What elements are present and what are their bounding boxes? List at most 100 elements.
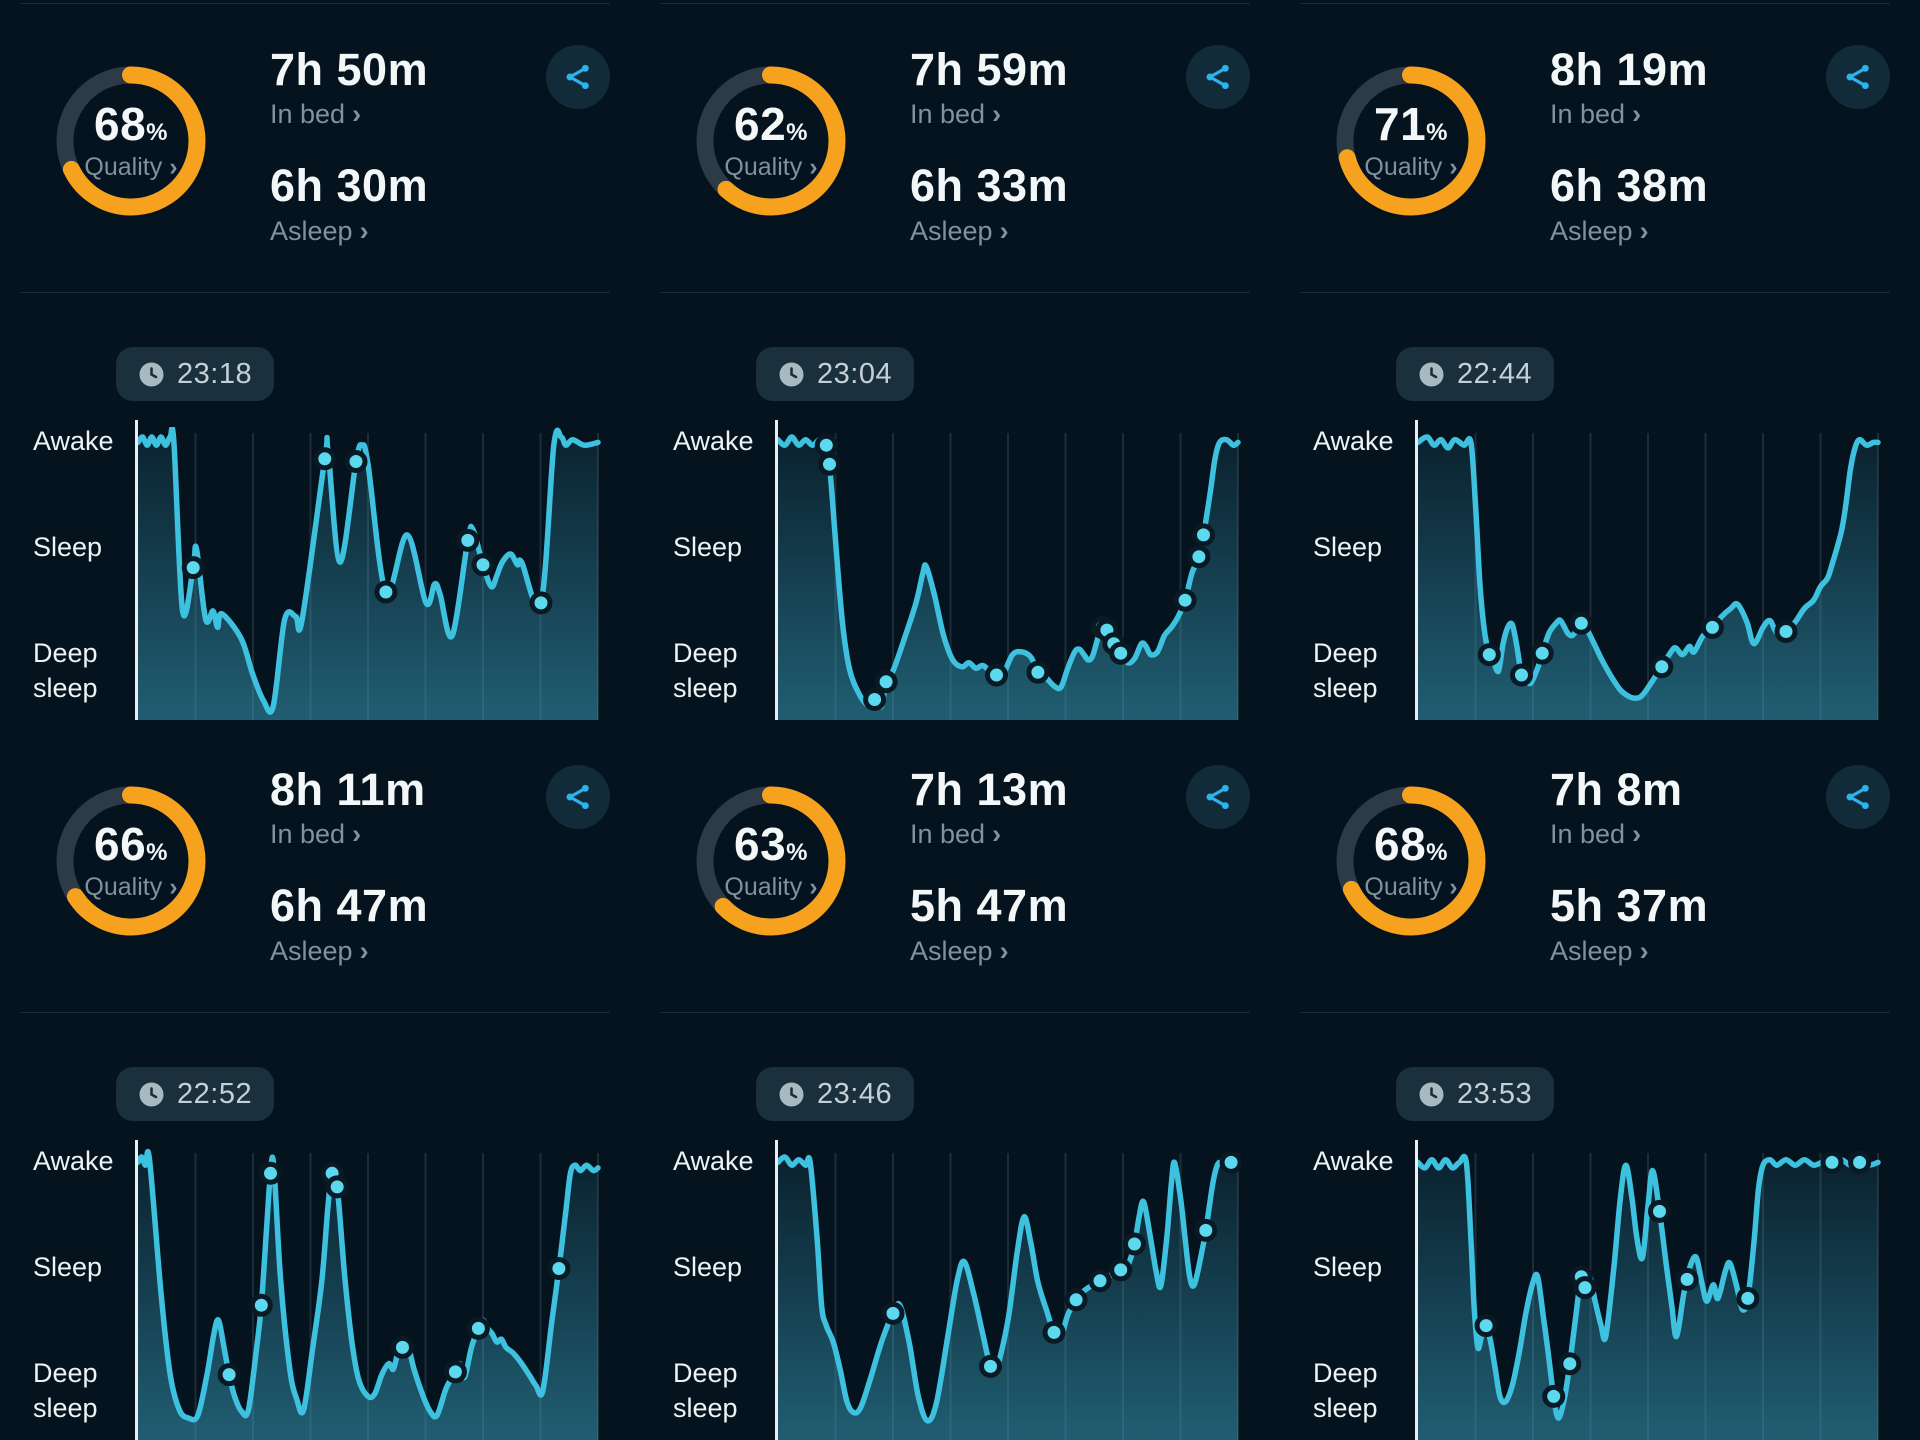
in-bed-value: 7h 13m bbox=[910, 764, 1069, 815]
sleep-graph[interactable] bbox=[1418, 427, 1881, 720]
asleep-stat[interactable]: 6h 38m Asleep › bbox=[1550, 160, 1709, 246]
asleep-value: 5h 37m bbox=[1550, 880, 1709, 932]
quality-percent: 63% bbox=[733, 817, 808, 870]
chevron-right-icon: › bbox=[999, 935, 1009, 966]
chart-y-axis bbox=[775, 420, 778, 720]
clock-icon bbox=[779, 1082, 804, 1106]
sleep-graph[interactable] bbox=[1418, 1147, 1881, 1440]
chevron-right-icon: › bbox=[352, 819, 362, 850]
bedtime-badge: 23:53 bbox=[1396, 1067, 1555, 1121]
y-axis-label-sleep: Sleep bbox=[33, 532, 103, 562]
sleep-quality-ring[interactable]: 71% Quality › bbox=[1336, 66, 1486, 216]
y-axis-label-awake: Awake bbox=[1313, 1146, 1394, 1176]
quality-link[interactable]: Quality › bbox=[724, 152, 818, 181]
in-bed-stat[interactable]: 7h 8m In bed › bbox=[1550, 766, 1708, 850]
in-bed-stat[interactable]: 7h 13m In bed › bbox=[910, 764, 1069, 850]
share-button[interactable] bbox=[546, 765, 610, 829]
share-icon bbox=[1206, 784, 1229, 810]
asleep-stat[interactable]: 5h 47m Asleep › bbox=[910, 880, 1069, 966]
chevron-right-icon: › bbox=[809, 872, 818, 901]
asleep-value: 6h 47m bbox=[270, 880, 429, 932]
sleep-quality-ring[interactable]: 63% Quality › bbox=[696, 786, 846, 936]
asleep-stat[interactable]: 6h 47m Asleep › bbox=[270, 880, 429, 966]
sleep-session-card: 68% Quality › 7h 8m In bed › 5h 37m Asleep… bbox=[1280, 720, 1920, 1440]
quality-percent: 68% bbox=[93, 97, 168, 150]
sleep-graph[interactable] bbox=[778, 1147, 1241, 1440]
chevron-right-icon: › bbox=[992, 99, 1002, 130]
share-button[interactable] bbox=[1826, 45, 1890, 109]
chart-y-axis bbox=[135, 420, 138, 720]
sleep-session-card: 63% Quality › 7h 13m In bed › 5h 47m Aslee… bbox=[640, 720, 1280, 1440]
clock-icon bbox=[779, 362, 804, 386]
sleep-session-card: 68% Quality › 7h 50m In bed › 6h 30m Aslee… bbox=[0, 0, 640, 720]
quality-percent: 68% bbox=[1373, 817, 1448, 870]
quality-link[interactable]: Quality › bbox=[1364, 152, 1458, 181]
y-axis-label-awake: Awake bbox=[33, 426, 114, 456]
chart-y-axis bbox=[135, 1140, 138, 1440]
quality-ring-chart bbox=[1336, 66, 1486, 216]
quality-link[interactable]: Quality › bbox=[84, 152, 178, 181]
quality-link[interactable]: Quality › bbox=[1364, 872, 1458, 901]
asleep-value: 6h 38m bbox=[1550, 160, 1709, 212]
quality-ring-chart bbox=[56, 66, 206, 216]
asleep-stat[interactable]: 6h 33m Asleep › bbox=[910, 160, 1069, 246]
divider bbox=[20, 1012, 610, 1013]
quality-percent: 62% bbox=[733, 97, 808, 150]
chevron-right-icon: › bbox=[809, 152, 818, 181]
y-axis-label-deep-sleep: Deep sleep bbox=[673, 1358, 738, 1424]
y-axis-label-deep-sleep: Deep sleep bbox=[673, 638, 738, 704]
quality-ring-chart bbox=[56, 786, 206, 936]
bedtime-value: 23:18 bbox=[177, 357, 253, 390]
in-bed-stat[interactable]: 7h 59m In bed › bbox=[910, 44, 1069, 130]
y-axis-label-sleep: Sleep bbox=[1313, 532, 1383, 562]
chevron-right-icon: › bbox=[1449, 152, 1458, 181]
share-button[interactable] bbox=[1186, 765, 1250, 829]
y-axis-label-awake: Awake bbox=[33, 1146, 114, 1176]
share-button[interactable] bbox=[1826, 765, 1890, 829]
quality-percent: 71% bbox=[1373, 97, 1448, 150]
bedtime-value: 23:53 bbox=[1457, 1077, 1533, 1110]
asleep-value: 5h 47m bbox=[910, 880, 1069, 932]
quality-link[interactable]: Quality › bbox=[84, 872, 178, 901]
sleep-session-card: 71% Quality › 8h 19m In bed › 6h 38m Aslee… bbox=[1280, 0, 1920, 720]
y-axis-label-sleep: Sleep bbox=[1313, 1252, 1383, 1282]
sleep-graph[interactable] bbox=[778, 427, 1241, 720]
sleep-quality-ring[interactable]: 68% Quality › bbox=[1336, 786, 1486, 936]
sleep-graph[interactable] bbox=[138, 427, 601, 720]
chevron-right-icon: › bbox=[352, 99, 362, 130]
share-button[interactable] bbox=[546, 45, 610, 109]
share-button[interactable] bbox=[1186, 45, 1250, 109]
y-axis-label-sleep: Sleep bbox=[673, 532, 743, 562]
asleep-stat[interactable]: 6h 30m Asleep › bbox=[270, 160, 429, 246]
in-bed-value: 7h 59m bbox=[910, 44, 1069, 95]
clock-icon bbox=[139, 362, 164, 386]
sleep-quality-ring[interactable]: 62% Quality › bbox=[696, 66, 846, 216]
quality-link[interactable]: Quality › bbox=[724, 872, 818, 901]
divider bbox=[660, 292, 1250, 293]
bedtime-badge: 23:18 bbox=[116, 347, 275, 401]
chevron-right-icon: › bbox=[992, 819, 1002, 850]
in-bed-value: 8h 19m bbox=[1550, 44, 1709, 95]
sleep-session-card: 66% Quality › 8h 11m In bed › 6h 47m Aslee… bbox=[0, 720, 640, 1440]
share-icon bbox=[1846, 784, 1869, 810]
sleep-quality-ring[interactable]: 68% Quality › bbox=[56, 66, 206, 216]
in-bed-stat[interactable]: 8h 11m In bed › bbox=[270, 766, 428, 850]
y-axis-label-awake: Awake bbox=[673, 1146, 754, 1176]
asleep-value: 6h 33m bbox=[910, 160, 1069, 212]
asleep-stat[interactable]: 5h 37m Asleep › bbox=[1550, 880, 1709, 966]
quality-ring-chart bbox=[696, 786, 846, 936]
chevron-right-icon: › bbox=[1449, 872, 1458, 901]
divider bbox=[1300, 1012, 1890, 1013]
in-bed-stat[interactable]: 7h 50m In bed › bbox=[270, 44, 429, 130]
sleep-graph[interactable] bbox=[138, 1147, 601, 1440]
chart-y-axis bbox=[1415, 1140, 1418, 1440]
in-bed-value: 8h 11m bbox=[270, 764, 426, 815]
clock-icon bbox=[1419, 1082, 1444, 1106]
chevron-right-icon: › bbox=[999, 215, 1009, 246]
in-bed-stat[interactable]: 8h 19m In bed › bbox=[1550, 44, 1709, 130]
sleep-quality-ring[interactable]: 66% Quality › bbox=[56, 786, 206, 936]
divider bbox=[1300, 292, 1890, 293]
sleep-session-card: 62% Quality › 7h 59m In bed › 6h 33m Aslee… bbox=[640, 0, 1280, 720]
y-axis-label-sleep: Sleep bbox=[673, 1252, 743, 1282]
